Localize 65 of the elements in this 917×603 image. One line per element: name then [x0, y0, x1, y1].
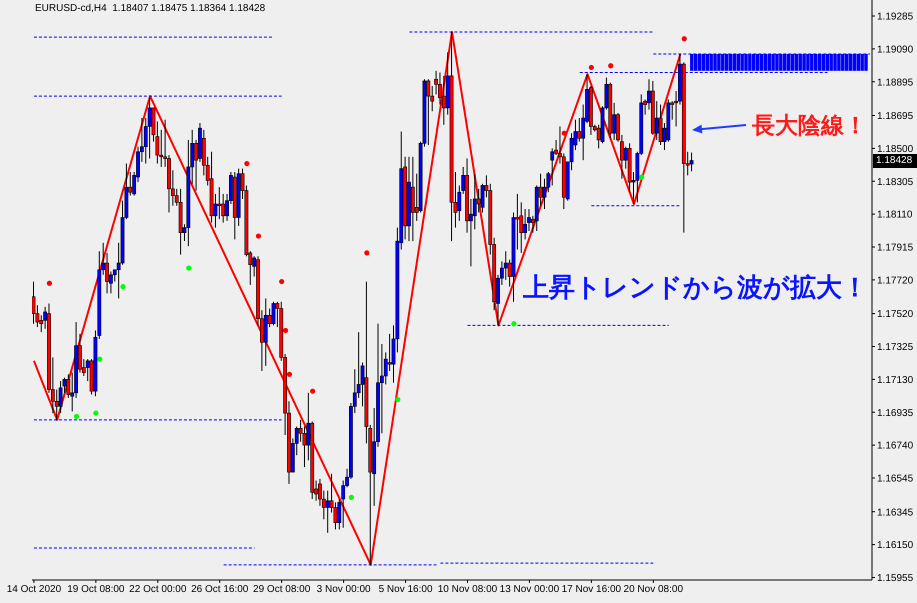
y-tick-label: 1.16345	[877, 507, 914, 518]
x-tick-label: 10 Nov 08:00	[438, 584, 498, 596]
y-tick-label: 1.16545	[877, 474, 914, 485]
y-tick-label: 1.18895	[877, 77, 914, 88]
point	[310, 388, 316, 394]
y-tick-label: 1.16150	[877, 540, 914, 552]
y-tick-label: 1.18110	[877, 210, 913, 221]
point	[93, 410, 98, 416]
x-tick-label: 26 Oct 16:00	[191, 584, 249, 596]
point	[97, 356, 102, 362]
candlestick	[690, 152, 694, 172]
point	[562, 130, 567, 136]
x-tick-label: 22 Oct 00:00	[129, 584, 187, 596]
annotation: 上昇トレンドから波が拡大！	[523, 273, 868, 303]
x-tick-label: 29 Oct 08:00	[253, 584, 311, 596]
candlestick	[426, 78, 430, 146]
y-tick-label: 1.19285	[877, 12, 914, 23]
y-tick-label: 1.17720	[877, 275, 914, 286]
line-series	[32, 31, 682, 566]
point	[364, 250, 370, 256]
chart-title: EURUSD-cd,H4 1.18407 1.18475 1.18364 1.18428	[35, 3, 266, 15]
point	[120, 284, 126, 290]
x-tick-label: 19 Oct 08:00	[67, 584, 125, 596]
point	[256, 233, 262, 239]
y-tick-label: 1.17915	[877, 242, 914, 254]
point	[282, 328, 288, 334]
y-tick-label: 1.15955	[877, 573, 914, 584]
point	[46, 280, 52, 286]
y-tick-label: 1.16740	[877, 440, 914, 452]
y-tick-label: 1.17325	[877, 342, 914, 354]
candlestick	[217, 186, 222, 220]
point	[279, 278, 284, 284]
point	[244, 160, 250, 166]
y-tick-label: 1.19090	[877, 44, 914, 56]
y-tick-label: 1.18305	[877, 176, 914, 188]
point	[286, 372, 292, 377]
point	[682, 36, 687, 42]
x-tick-label: 5 Nov 16:00	[378, 584, 433, 596]
point	[588, 64, 594, 70]
x-tick-label: 14 Oct 2020	[6, 584, 62, 596]
point	[608, 63, 614, 68]
x-tick-label: 20 Nov 08:00	[624, 584, 684, 596]
candlestick	[577, 118, 582, 142]
y-tick-label: 1.18695	[877, 111, 914, 122]
text: 1.18428	[873, 154, 917, 168]
y-tick-label: 1.18500	[877, 144, 914, 155]
candlestick	[32, 281, 36, 324]
candlestick	[442, 75, 446, 126]
candlestick	[326, 490, 330, 534]
candlestick	[523, 208, 528, 240]
point	[395, 396, 400, 402]
point	[348, 494, 354, 500]
point	[511, 321, 517, 326]
x-tick-label: 3 Nov 00:00	[316, 584, 372, 596]
candlestick	[476, 188, 481, 213]
x-tick-label: 13 Nov 00:00	[500, 584, 560, 596]
candlestick	[272, 301, 276, 326]
point	[186, 265, 192, 271]
y-tick-label: 1.17130	[877, 374, 914, 386]
y-tick-label: 1.16935	[877, 408, 914, 419]
x-tick-label: 17 Nov 16:00	[562, 584, 622, 596]
point	[639, 174, 644, 180]
point	[74, 414, 80, 420]
y-tick-label: 1.17520	[877, 309, 914, 320]
annotation: 長大陰線！	[752, 113, 867, 140]
